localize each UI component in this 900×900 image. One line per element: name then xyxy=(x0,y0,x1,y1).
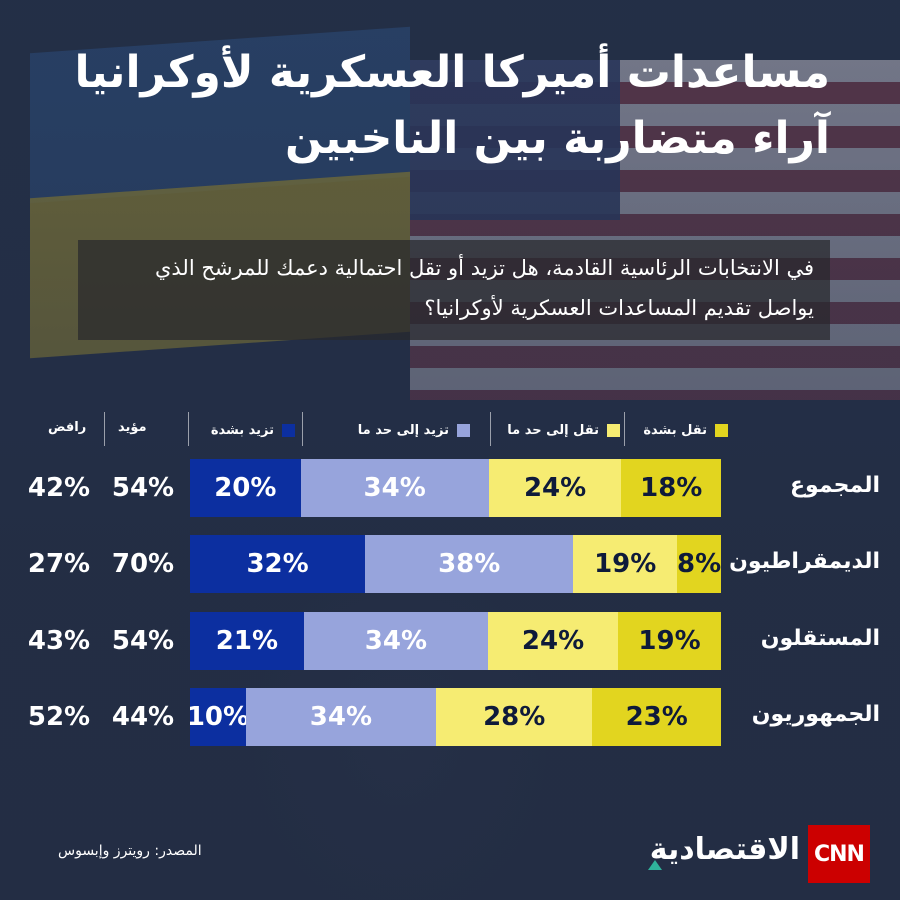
legend-swatch-strong-decrease xyxy=(715,423,728,437)
data-label: 34% xyxy=(364,626,428,656)
bar-row: 18% 24% 34% 20% xyxy=(190,459,721,517)
data-label: 34% xyxy=(363,473,426,503)
supporter-value: 54% xyxy=(111,626,175,656)
data-label: 19% xyxy=(638,626,701,656)
opponent-value: 27% xyxy=(27,549,91,579)
bar-segment-strong-decrease: 19% xyxy=(618,612,721,670)
legend-swatch-somewhat-decrease xyxy=(607,423,620,437)
category-label: المستقلون xyxy=(760,626,880,651)
legend-divider xyxy=(624,412,625,446)
column-header-opponent: رافض xyxy=(48,420,87,435)
supporter-value: 54% xyxy=(111,473,175,503)
data-label: 23% xyxy=(625,702,688,732)
bar-segment-somewhat-decrease: 28% xyxy=(435,688,593,746)
category-label: الديمقراطيون xyxy=(729,549,880,574)
data-label: 8% xyxy=(677,549,721,579)
supporter-value: 70% xyxy=(111,549,175,579)
logo-accent-triangle xyxy=(648,860,662,870)
legend-somewhat-decrease: تقل إلى حد ما xyxy=(507,418,620,442)
bar-row: 8% 19% 38% 32% xyxy=(190,535,721,593)
bar-segment-somewhat-increase: 34% xyxy=(303,612,488,670)
question-line-1: في الانتخابات الرئاسية القادمة، هل تزيد … xyxy=(154,256,814,280)
bar-segment-somewhat-increase: 34% xyxy=(300,459,489,517)
legend-divider xyxy=(104,412,105,446)
data-label: 21% xyxy=(215,626,279,656)
data-label: 20% xyxy=(214,473,277,503)
bar-segment-strong-decrease: 23% xyxy=(592,688,721,746)
legend-strong-increase: تزيد بشدة xyxy=(211,418,295,442)
data-label: 28% xyxy=(483,702,546,732)
legend-swatch-somewhat-increase xyxy=(457,423,470,437)
bar-segment-somewhat-decrease: 24% xyxy=(488,459,622,517)
bar-segment-somewhat-increase: 34% xyxy=(245,688,436,746)
infographic-title: مساعدات أميركا العسكرية لأوكرانيا آراء م… xyxy=(50,40,830,172)
bar-segment-somewhat-decrease: 19% xyxy=(573,535,678,593)
data-label: 38% xyxy=(438,549,501,579)
column-header-supporter: مؤيد xyxy=(118,420,147,435)
bar-row: 23% 28% 34% 10% xyxy=(190,688,721,746)
bar-segment-strong-increase: 21% xyxy=(190,612,304,670)
opponent-value: 42% xyxy=(27,473,91,503)
question-box: في الانتخابات الرئاسية القادمة، هل تزيد … xyxy=(78,240,830,340)
data-label: 18% xyxy=(640,473,703,503)
data-label: 24% xyxy=(521,626,585,656)
bar-row: 19% 24% 34% 21% xyxy=(190,612,721,670)
bar-segment-strong-decrease: 8% xyxy=(677,535,721,593)
legend-label-somewhat-increase: تزيد إلى حد ما xyxy=(357,422,449,438)
source-note: المصدر: رويترز وإبسوس xyxy=(58,843,202,859)
data-label: 19% xyxy=(594,549,657,579)
bar-segment-strong-increase: 32% xyxy=(190,535,366,593)
legend-divider xyxy=(302,412,303,446)
category-label: المجموع xyxy=(790,473,880,498)
bar-segment-strong-decrease: 18% xyxy=(621,459,721,517)
legend-swatch-strong-increase xyxy=(282,423,295,437)
question-line-2: يواصل تقديم المساعدات العسكرية لأوكرانيا… xyxy=(424,296,814,320)
opponent-value: 52% xyxy=(27,702,91,732)
brand-name: الاقتصادية xyxy=(649,832,800,867)
opponent-value: 43% xyxy=(27,626,91,656)
legend-divider xyxy=(188,412,189,446)
bar-segment-strong-increase: 10% xyxy=(190,688,246,746)
bar-segment-somewhat-decrease: 24% xyxy=(488,612,619,670)
data-label: 10% xyxy=(190,702,246,732)
legend-label-somewhat-decrease: تقل إلى حد ما xyxy=(507,422,599,438)
legend-divider xyxy=(490,412,491,446)
legend-label-strong-decrease: تقل بشدة xyxy=(643,422,707,438)
cnn-logo: CNN xyxy=(808,825,870,883)
legend-somewhat-increase: تزيد إلى حد ما xyxy=(358,418,470,442)
bar-segment-strong-increase: 20% xyxy=(190,459,301,517)
data-label: 24% xyxy=(523,473,587,503)
survey-question: في الانتخابات الرئاسية القادمة، هل تزيد … xyxy=(94,248,814,328)
data-label: 32% xyxy=(246,549,309,579)
legend-label-strong-increase: تزيد بشدة xyxy=(210,422,274,438)
category-label: الجمهوريون xyxy=(751,702,880,727)
title-line-2: آراء متضاربة بين الناخبين xyxy=(285,113,830,164)
data-label: 34% xyxy=(309,702,373,732)
legend-strong-decrease: تقل بشدة xyxy=(643,418,728,442)
supporter-value: 44% xyxy=(111,702,175,732)
bar-segment-somewhat-increase: 38% xyxy=(365,535,574,593)
title-line-1: مساعدات أميركا العسكرية لأوكرانيا xyxy=(74,47,830,98)
